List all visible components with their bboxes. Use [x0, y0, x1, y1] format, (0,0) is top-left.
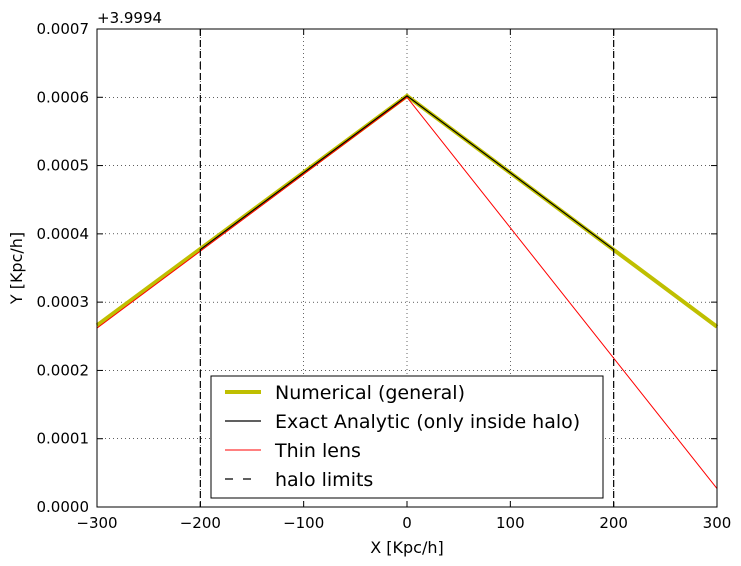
legend-label: Exact Analytic (only inside halo)	[275, 411, 580, 433]
legend-label: Thin lens	[274, 440, 361, 462]
series-line-exact-analytic-only-inside-halo	[199, 95, 615, 251]
y-tick-label: 0.0003	[37, 293, 90, 311]
x-axis-label: X [Kpc/h]	[370, 538, 444, 557]
legend-box	[210, 375, 604, 499]
series-line-numerical-general	[95, 93, 719, 329]
y-tick-label: 0.0006	[37, 88, 90, 106]
y-tick-label: 0.0004	[37, 225, 90, 243]
y-axis-label: Y [Kpc/h]	[7, 232, 26, 305]
y-tick-label: 0.0007	[37, 20, 90, 38]
x-tick-label: 0	[402, 514, 412, 532]
legend-label: halo limits	[275, 469, 373, 491]
x-tick-label: 100	[496, 514, 525, 532]
x-tick-label: 300	[703, 514, 732, 532]
y-tick-label: 0.0005	[37, 157, 90, 175]
legend: Numerical (general) Exact Analytic (only …	[210, 375, 604, 499]
axis-ticks: −300 −200 −100 0 100 200 300 0.0000 0.0001 0.0002…	[37, 20, 732, 532]
x-tick-label: −300	[76, 514, 117, 532]
x-tick-label: 200	[599, 514, 628, 532]
legend-label: Numerical (general)	[275, 382, 465, 404]
y-tick-label: 0.0001	[37, 430, 90, 448]
x-tick-label: −100	[283, 514, 324, 532]
y-offset-label: +3.9994	[97, 9, 162, 27]
x-tick-label: −200	[180, 514, 221, 532]
y-tick-label: 0.0000	[37, 498, 90, 516]
plot-series	[95, 29, 719, 507]
y-tick-label: 0.0002	[37, 361, 90, 379]
